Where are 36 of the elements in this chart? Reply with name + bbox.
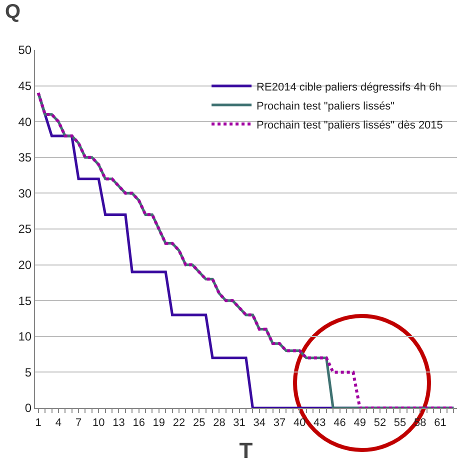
legend-label: RE2014 cible paliers dégressifs 4h 6h [256,81,442,94]
y-tick-label: 45 [18,79,32,93]
y-tick-label: 30 [18,186,32,200]
y-tick-label: 25 [18,222,32,236]
y-tick-label: 10 [18,330,32,344]
x-tick-label: 10 [92,417,105,430]
y-tick-label: 50 [18,43,32,58]
y-tick-label: 20 [18,258,32,272]
x-tick-label: 16 [132,417,145,430]
x-tick-label: 34 [253,417,266,430]
y-tick-label: 15 [18,294,32,308]
legend-label: Prochain test "paliers lissés" [256,100,395,112]
y-tick-label: 40 [18,114,32,129]
x-tick-label: 28 [213,417,226,430]
x-tick-label: 1 [35,417,42,430]
x-tick-label: 55 [394,417,406,430]
y-tick-label: 35 [18,150,32,165]
x-tick-label: 4 [55,417,62,430]
x-tick-label: 7 [75,417,82,430]
y-tick-label: 5 [24,365,32,380]
x-tick-label: 43 [314,417,326,430]
y-axis-title: Q [5,1,21,23]
x-tick-label: 52 [374,417,386,430]
x-tick-label: 37 [273,417,286,430]
legend-label: Prochain test "paliers lissés" dès 2015 [256,119,443,132]
x-tick-label: 31 [233,417,246,430]
x-axis-title: T [239,438,254,464]
x-tick-label: 13 [112,417,125,430]
x-tick-label: 22 [172,417,186,430]
y-tick-label: 0 [24,401,32,416]
x-tick-label: 25 [192,417,206,430]
x-tick-label: 19 [152,417,166,430]
x-tick-label: 49 [354,417,366,430]
x-tick-label: 40 [293,417,306,430]
x-tick-label: 61 [434,417,446,430]
x-tick-label: 46 [334,417,346,430]
